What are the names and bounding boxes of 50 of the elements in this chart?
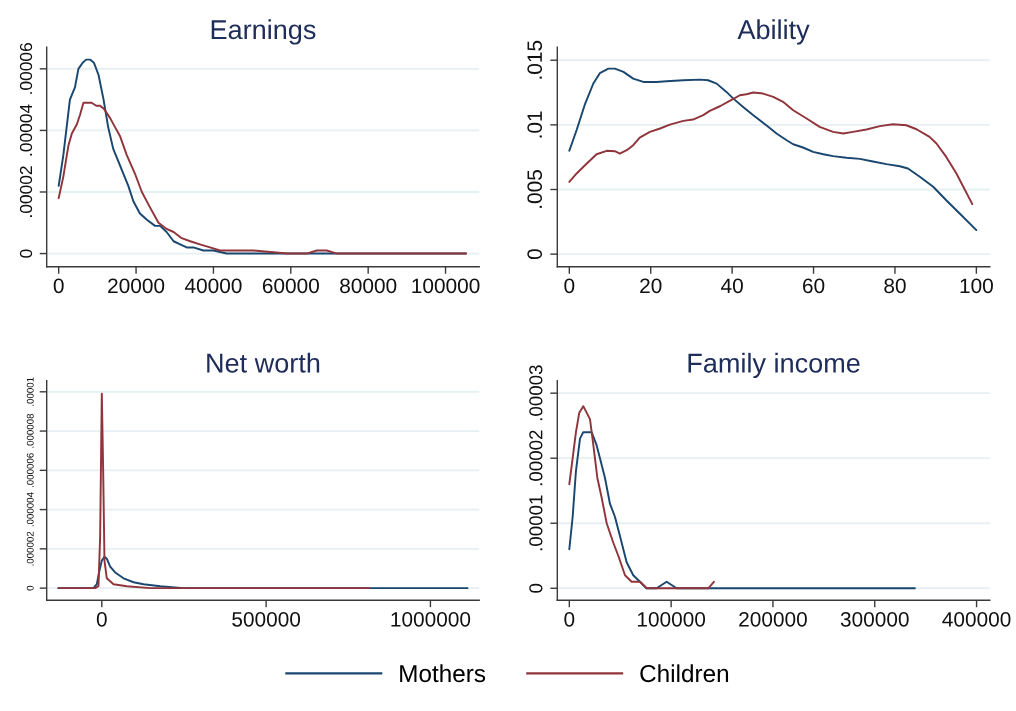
x-tick-label: 0	[564, 278, 575, 294]
line-series	[57, 101, 468, 255]
x-tick-label: 20000	[108, 278, 165, 294]
x-tick-label: 100	[960, 278, 993, 294]
y-tick-label: .00003	[529, 365, 543, 421]
chart-title: Net worth	[207, 352, 320, 373]
x-tick-label: 60000	[262, 278, 319, 294]
line-series	[568, 91, 974, 206]
x-tick-label: 400000	[942, 611, 1011, 627]
y-tick-label: .000008	[26, 413, 34, 448]
y-tick-label: 0	[529, 583, 543, 593]
line-series	[568, 431, 916, 590]
chart-title: Ability	[737, 19, 810, 45]
x-tick-label: 80	[884, 278, 906, 294]
line-series	[568, 67, 978, 232]
y-tick-label: 0	[527, 249, 543, 260]
x-tick-label: 80000	[340, 278, 397, 294]
y-tick-label: .00006	[19, 43, 33, 94]
x-tick-label: 200000	[739, 611, 807, 627]
y-tick-label: .00002	[19, 166, 33, 217]
x-tick-label: 60	[803, 278, 825, 294]
x-tick-label: 0	[96, 611, 107, 627]
line-series	[568, 405, 715, 590]
y-tick-label: .000006	[26, 453, 34, 488]
y-tick-label: 0	[19, 249, 33, 258]
y-tick-label: .000004	[26, 492, 34, 527]
x-tick-label: 0	[564, 611, 575, 627]
y-tick-label: 0	[26, 585, 34, 591]
x-tick-label: 1000000	[391, 611, 471, 627]
y-tick-label: .00004	[19, 104, 33, 156]
x-tick-label: 100000	[637, 611, 706, 627]
chart-title: Family income	[688, 352, 860, 379]
chart-title: Earnings	[211, 19, 316, 45]
y-tick-label: .00002	[529, 430, 543, 486]
y-tick-label: .005	[527, 170, 543, 208]
y-tick-label: .000002	[26, 531, 34, 566]
legend-label: Mothers	[400, 664, 486, 683]
x-tick-label: 40	[721, 278, 743, 294]
legend-label: Children	[640, 664, 729, 683]
y-tick-label: .015	[527, 40, 543, 79]
y-tick-label: .00001	[26, 377, 34, 406]
y-tick-label: .01	[527, 111, 543, 138]
x-tick-label: 20	[640, 278, 662, 294]
y-tick-label: .00001	[529, 495, 543, 551]
x-tick-label: 0	[53, 278, 64, 294]
x-tick-label: 100000	[412, 278, 480, 294]
x-tick-label: 300000	[840, 611, 909, 627]
line-series	[57, 392, 370, 590]
x-tick-label: 40000	[184, 278, 242, 294]
x-tick-label: 500000	[232, 611, 301, 627]
